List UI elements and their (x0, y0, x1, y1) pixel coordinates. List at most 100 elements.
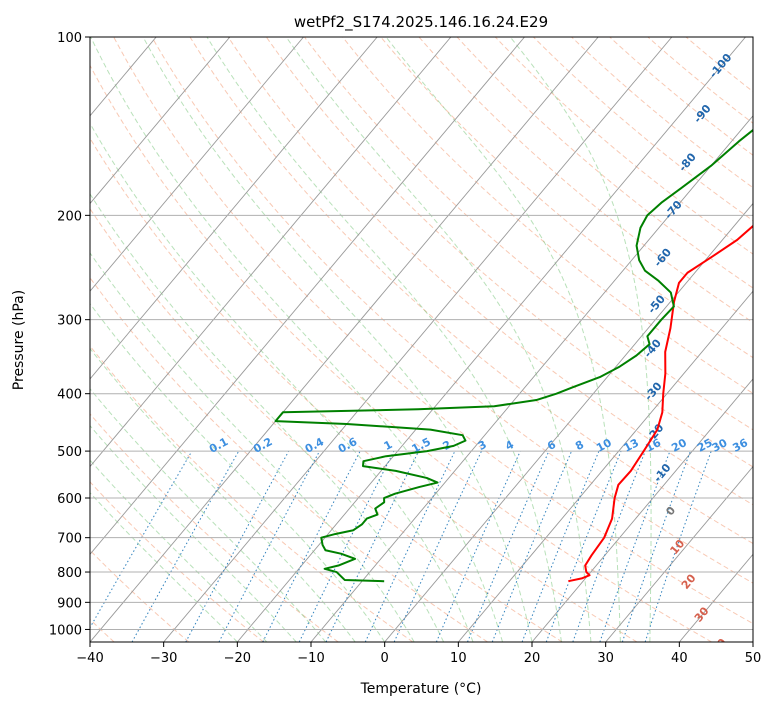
moist-adiabat (90, 491, 238, 642)
dry-adiabat (90, 481, 264, 642)
mixing-ratio-line (435, 450, 521, 642)
x-axis-label: Temperature (°C) (360, 681, 482, 697)
x-tick-label: −30 (150, 651, 177, 666)
y-tick-label: 300 (57, 314, 82, 329)
pressure-gridlines (90, 37, 753, 630)
dry-adiabat (189, 37, 753, 545)
y-tick-label: 800 (57, 566, 82, 581)
dry-adiabat (342, 37, 753, 394)
mixing-ratio-line (621, 450, 691, 642)
moist-adiabat (90, 37, 504, 642)
isotherm (0, 37, 9, 642)
x-tick-label: 20 (524, 651, 541, 666)
dry-adiabat (151, 37, 753, 584)
dry-adiabat (227, 37, 753, 506)
dry-adiabat-label: -10 (651, 461, 674, 485)
chart-title: wetPf2_S174.2025.146.16.24.E29 (294, 13, 548, 32)
mixing-ratio-line (545, 450, 622, 642)
mixing-ratio-label: 16 (643, 436, 663, 455)
x-tick-label: 40 (671, 651, 688, 666)
x-tick-label: −40 (76, 651, 103, 666)
mixing-ratio-line (298, 450, 395, 642)
y-tick-label: 200 (57, 209, 82, 224)
x-tick-label: −20 (224, 651, 251, 666)
mixing-ratio-line (521, 450, 600, 642)
isotherm (752, 641, 753, 642)
dry-adiabat (533, 37, 753, 222)
dry-adiabat-label: -50 (645, 292, 668, 316)
isotherm (90, 37, 452, 468)
isotherm (531, 378, 753, 642)
isotherm (605, 465, 753, 642)
x-tick-label: 0 (381, 651, 389, 666)
dry-adiabat (90, 345, 414, 642)
moist-adiabat (90, 122, 474, 642)
temperature-line (568, 224, 753, 583)
mixing-ratio-line (90, 450, 193, 629)
moist-adiabat (90, 387, 327, 642)
mixing-ratio-line (599, 450, 671, 642)
moist-adiabat (90, 424, 297, 642)
x-tick-label: 10 (450, 651, 467, 666)
moist-adiabat (206, 37, 562, 642)
moist-adiabat (90, 193, 445, 642)
mixing-ratio-line (572, 450, 646, 642)
mixing-ratio-label: 20 (669, 436, 689, 455)
plot-frame (89, 36, 754, 643)
isotherm (90, 37, 304, 292)
dry-adiabat (90, 549, 190, 642)
mixing-ratio-line (262, 450, 361, 642)
dry-adiabat (456, 37, 753, 289)
isotherm (457, 290, 753, 642)
line-labels: -100-90-80-70-60-50-40-30-20-10010203040… (207, 51, 750, 642)
mixing-ratio-label: 0.6 (336, 435, 360, 456)
x-tick-label: 30 (597, 651, 614, 666)
mixing-ratio-label: 30 (710, 436, 730, 455)
mixing-ratio-label: 36 (730, 436, 750, 455)
isotherm (90, 37, 378, 380)
isotherm (678, 553, 753, 642)
dry-adiabat-label: -90 (691, 102, 714, 126)
moist-adiabat (90, 347, 356, 642)
isotherm (163, 37, 673, 642)
y-tick-label: 400 (57, 388, 82, 403)
moist-adiabat (509, 37, 652, 642)
y-tick-label: 600 (57, 492, 82, 507)
dry-adiabat-label: 0 (663, 504, 678, 518)
x-tick-label: −10 (297, 651, 324, 666)
profile-series (274, 128, 753, 583)
y-tick-label: 1000 (49, 623, 82, 638)
dry-adiabat (90, 137, 638, 642)
dry-adiabat (113, 37, 753, 625)
dry-adiabat (380, 37, 753, 359)
y-axis-ticks: 100 200 300 400 500 600 700 800 900 1000 (49, 31, 90, 638)
moist-adiabat (285, 37, 592, 642)
mixing-ratio-label: 0.2 (251, 435, 274, 456)
dry-adiabat (571, 37, 753, 189)
moist-adiabat (142, 37, 533, 642)
isotherm (90, 37, 599, 642)
y-axis-label: Pressure (hPa) (11, 290, 27, 390)
dewpoint-line (274, 128, 753, 583)
dry-adiabat (609, 37, 753, 156)
mixing-ratio-label: 25 (695, 436, 715, 455)
dry-adiabat (494, 37, 753, 255)
dry-adiabat (418, 37, 753, 324)
mixing-ratio-label: 10 (594, 436, 614, 455)
mixing-ratio-line (185, 450, 290, 642)
x-axis-ticks: −40 −30 −20 −10 0 10 20 30 40 50 (76, 642, 761, 666)
isotherm (384, 202, 753, 642)
y-tick-label: 900 (57, 596, 82, 611)
isotherm (310, 115, 753, 642)
mixing-ratio-line (467, 450, 550, 642)
dry-adiabat (90, 413, 339, 642)
y-tick-label: 500 (57, 445, 82, 460)
background-lines (0, 37, 753, 642)
mixing-ratio-label: 13 (621, 436, 641, 455)
dry-adiabat-label: -80 (676, 150, 699, 174)
mixing-ratio-line (131, 450, 240, 642)
mixing-ratio-line (218, 450, 320, 642)
isotherm (90, 37, 231, 205)
y-tick-label: 700 (57, 532, 82, 547)
